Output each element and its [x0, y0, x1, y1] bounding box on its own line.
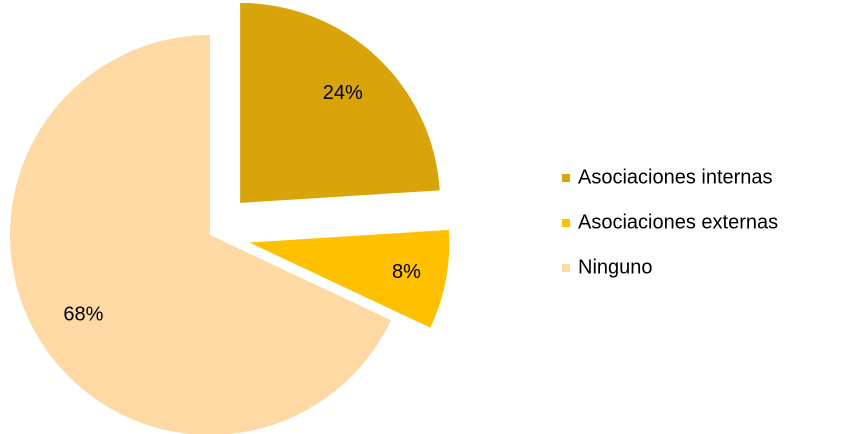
- legend-label: Asociaciones internas: [578, 166, 773, 188]
- pie-slice: [249, 229, 450, 328]
- legend-label: Asociaciones externas: [578, 211, 778, 233]
- legend-label: Ninguno: [578, 256, 653, 278]
- pie-slice: [240, 2, 440, 203]
- legend-marker: [562, 174, 570, 182]
- data-label: 68%: [63, 304, 103, 326]
- legend-marker: [562, 264, 570, 272]
- data-label: 8%: [392, 261, 421, 283]
- pie-slice: [10, 35, 391, 434]
- legend-marker: [562, 219, 570, 227]
- data-label: 24%: [323, 82, 363, 104]
